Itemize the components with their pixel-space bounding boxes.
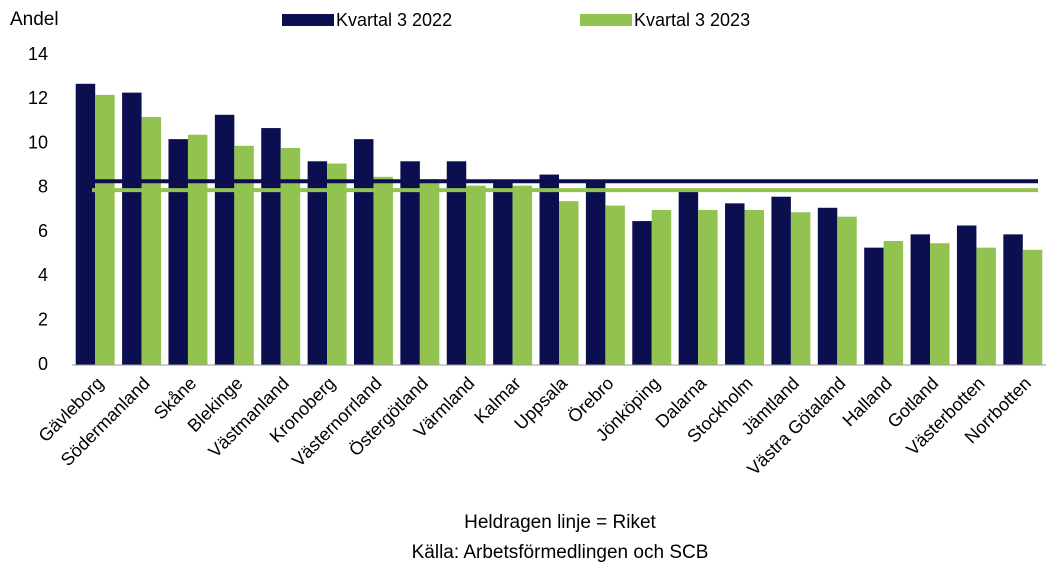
y-tick-label: 8 bbox=[38, 177, 48, 197]
bar bbox=[187, 134, 208, 365]
bar bbox=[790, 212, 811, 365]
bar bbox=[930, 243, 950, 365]
bar bbox=[214, 114, 235, 366]
bar bbox=[883, 241, 904, 365]
y-tick-label: 6 bbox=[38, 221, 48, 241]
bar bbox=[771, 196, 791, 365]
bar bbox=[837, 216, 857, 365]
bar bbox=[725, 203, 745, 365]
bar bbox=[585, 181, 606, 365]
bar bbox=[559, 201, 579, 365]
bar bbox=[651, 210, 672, 365]
bar bbox=[493, 181, 513, 365]
bar bbox=[95, 94, 115, 365]
y-tick-label: 12 bbox=[28, 88, 48, 108]
bar bbox=[327, 163, 347, 365]
bar bbox=[605, 205, 625, 365]
bar bbox=[168, 139, 188, 365]
legend-swatch bbox=[282, 14, 334, 26]
bar bbox=[910, 234, 931, 365]
bar bbox=[419, 179, 440, 365]
y-axis-label: Andel bbox=[10, 9, 59, 30]
note: Källa: Arbetsförmedlingen och SCB bbox=[412, 542, 709, 563]
bar bbox=[141, 117, 162, 365]
y-tick-label: 10 bbox=[28, 132, 48, 152]
note: Heldragen linje = Riket bbox=[464, 512, 656, 533]
bar bbox=[373, 176, 393, 365]
y-tick-label: 4 bbox=[38, 265, 48, 285]
bar bbox=[864, 247, 884, 365]
legend-label: Kvartal 3 2023 bbox=[634, 10, 750, 30]
bar bbox=[280, 148, 301, 365]
bar bbox=[307, 161, 328, 365]
bar bbox=[817, 207, 838, 365]
bar bbox=[234, 145, 254, 365]
legend-label: Kvartal 3 2022 bbox=[336, 10, 452, 30]
bar bbox=[956, 225, 977, 365]
y-tick-label: 0 bbox=[38, 354, 48, 374]
bar bbox=[1003, 234, 1023, 365]
x-tick-label: Uppsala bbox=[510, 372, 572, 434]
bar bbox=[353, 139, 374, 365]
bar bbox=[632, 221, 652, 365]
bar bbox=[466, 185, 486, 365]
y-tick-label: 2 bbox=[38, 309, 48, 329]
bar bbox=[75, 83, 96, 366]
bar bbox=[512, 185, 533, 365]
bar bbox=[698, 210, 718, 365]
bar bbox=[539, 174, 559, 365]
bar bbox=[400, 161, 420, 365]
legend-swatch bbox=[580, 14, 632, 26]
y-tick-label: 14 bbox=[28, 44, 48, 64]
bar bbox=[678, 190, 699, 365]
bar bbox=[122, 92, 142, 366]
bar bbox=[446, 161, 467, 365]
bar bbox=[976, 247, 996, 365]
bar bbox=[261, 128, 281, 365]
bar bbox=[744, 210, 765, 365]
bar bbox=[1022, 249, 1043, 365]
